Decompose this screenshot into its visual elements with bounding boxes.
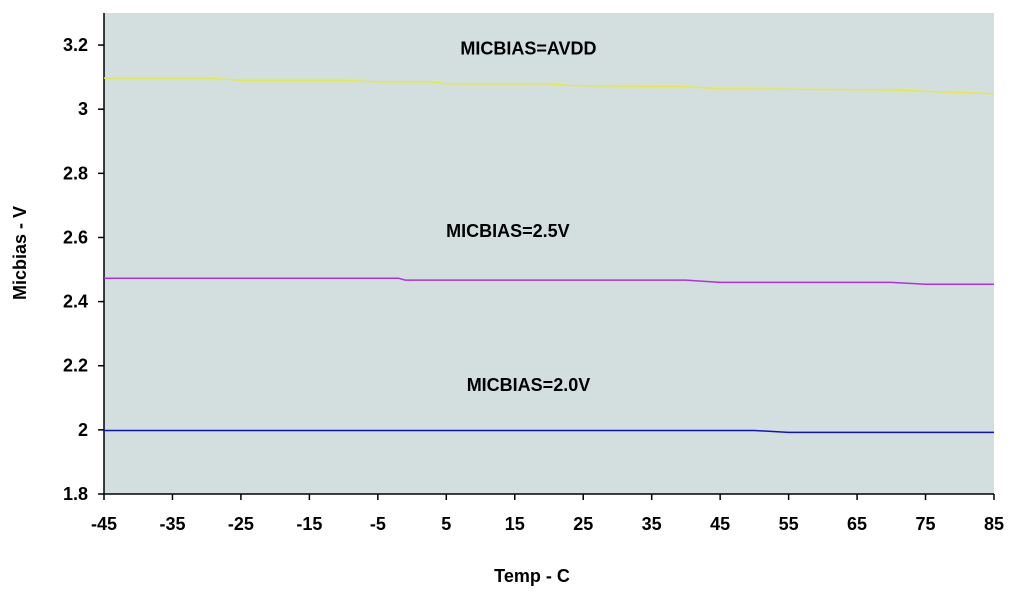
x-tick-label: 15 <box>505 514 525 534</box>
y-tick-label: 2.8 <box>63 163 88 183</box>
x-tick-label: 25 <box>573 514 593 534</box>
y-tick-label: 2.6 <box>63 227 88 247</box>
y-tick-label: 2 <box>78 420 88 440</box>
x-tick-label: -35 <box>159 514 185 534</box>
x-tick-label: -25 <box>228 514 254 534</box>
series-annotation: MICBIAS=2.0V <box>467 375 591 395</box>
x-tick-label: 75 <box>916 514 936 534</box>
y-tick-label: 2.4 <box>63 292 88 312</box>
annotations: MICBIAS=AVDD MICBIAS=2.5V MICBIAS=2.0V <box>446 38 596 395</box>
x-tick-label: 45 <box>710 514 730 534</box>
y-axis-title: Micbias - V <box>10 206 30 300</box>
series-line-2 <box>104 429 994 434</box>
y-ticks: 1.8 2 2.2 2.4 2.6 2.8 3 3.2 <box>63 35 104 504</box>
x-tick-label: 5 <box>441 514 451 534</box>
series-line-1 <box>104 277 994 286</box>
y-tick-label: 3.2 <box>63 35 88 55</box>
series-group <box>104 77 995 434</box>
x-tick-label: 65 <box>847 514 867 534</box>
x-tick-label: 55 <box>779 514 799 534</box>
x-tick-label: -15 <box>296 514 322 534</box>
x-tick-label: 35 <box>642 514 662 534</box>
series-annotation: MICBIAS=AVDD <box>460 38 596 58</box>
x-axis-title: Temp - C <box>494 566 570 586</box>
x-ticks: -45 -35 -25 -15 -5 5 15 25 35 45 55 65 75 85 <box>91 494 1004 534</box>
y-tick-label: 3 <box>78 99 88 119</box>
y-tick-label: 2.2 <box>63 356 88 376</box>
x-tick-label: -5 <box>370 514 386 534</box>
plot-area <box>104 13 994 494</box>
x-tick-label: 85 <box>984 514 1004 534</box>
series-line-0 <box>104 77 995 95</box>
series-annotation: MICBIAS=2.5V <box>446 221 570 241</box>
y-tick-label: 1.8 <box>63 484 88 504</box>
x-tick-label: -45 <box>91 514 117 534</box>
